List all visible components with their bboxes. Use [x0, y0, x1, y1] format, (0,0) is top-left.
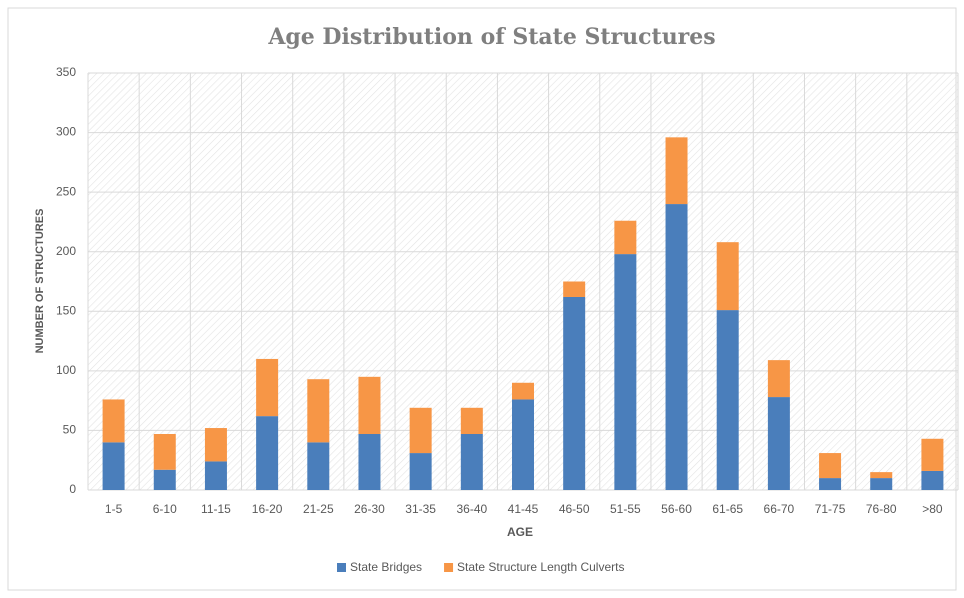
x-tick-label: 66-70 — [764, 502, 795, 516]
bar-segment — [512, 382, 534, 400]
y-tick-label: 150 — [56, 303, 76, 317]
bar-segment — [512, 399, 534, 490]
x-tick-label: 26-30 — [354, 502, 385, 516]
x-axis-label: AGE — [507, 525, 533, 539]
x-tick-label: 11-15 — [201, 502, 231, 516]
x-tick-label: 21-25 — [303, 502, 334, 516]
y-tick-label: 100 — [56, 363, 76, 377]
x-tick-label: 51-55 — [610, 502, 641, 516]
bar-segment — [409, 453, 432, 490]
bar-segment — [358, 376, 381, 435]
x-tick-label: 61-65 — [712, 502, 743, 516]
x-tick-label: 41-45 — [508, 502, 539, 516]
bar-segment — [716, 310, 739, 490]
bar-segment — [409, 407, 432, 454]
x-tick-label: 1-5 — [105, 502, 123, 516]
bar-segment — [307, 379, 330, 443]
x-tick-label: 6-10 — [153, 502, 177, 516]
y-tick-label: 300 — [56, 125, 76, 139]
bar-segment — [716, 242, 739, 311]
chart-title: Age Distribution of State Structures — [267, 24, 715, 50]
legend-label: State Structure Length Culverts — [457, 560, 624, 574]
bar-segment — [204, 461, 227, 490]
x-tick-label: 46-50 — [559, 502, 590, 516]
bar-segment — [870, 478, 893, 490]
bar-segment — [767, 397, 790, 490]
bar-segment — [102, 399, 125, 443]
bar-segment — [256, 416, 279, 490]
x-tick-label: 16-20 — [252, 502, 283, 516]
legend-swatch — [337, 563, 346, 572]
bar-segment — [819, 453, 842, 479]
y-tick-label: 50 — [63, 423, 77, 437]
y-tick-label: 350 — [56, 65, 76, 79]
legend-label: State Bridges — [350, 560, 422, 574]
x-tick-label: 71-75 — [815, 502, 846, 516]
bar-segment — [358, 434, 381, 490]
bar-segment — [307, 442, 330, 490]
bar-segment — [256, 358, 279, 417]
bar-segment — [767, 360, 790, 398]
bar-segment — [460, 434, 483, 490]
bar-segment — [614, 254, 637, 490]
bar-segment — [102, 442, 125, 490]
bar-segment — [921, 438, 944, 471]
bar-segment — [563, 296, 586, 490]
y-tick-label: 0 — [69, 482, 76, 496]
y-axis-label: NUMBER OF STRUCTURES — [34, 209, 46, 354]
bar-segment — [614, 220, 637, 255]
bar-segment — [665, 204, 688, 491]
y-tick-label: 200 — [56, 244, 76, 258]
bar-segment — [153, 434, 176, 470]
bar-segment — [921, 470, 944, 490]
bar-segment — [819, 478, 842, 490]
x-tick-label: 76-80 — [866, 502, 897, 516]
bar-segment — [204, 428, 227, 462]
y-tick-label: 250 — [56, 184, 76, 198]
x-tick-label: 31-35 — [405, 502, 436, 516]
x-tick-label: >80 — [922, 502, 943, 516]
legend-swatch — [444, 563, 454, 572]
x-tick-label: 56-60 — [661, 502, 692, 516]
x-tick-label: 36-40 — [456, 502, 487, 516]
bar-segment — [153, 469, 176, 490]
bar-segment — [460, 407, 483, 435]
bar-segment — [563, 281, 586, 297]
bar-segment — [665, 137, 688, 205]
bar-segment — [870, 472, 893, 479]
